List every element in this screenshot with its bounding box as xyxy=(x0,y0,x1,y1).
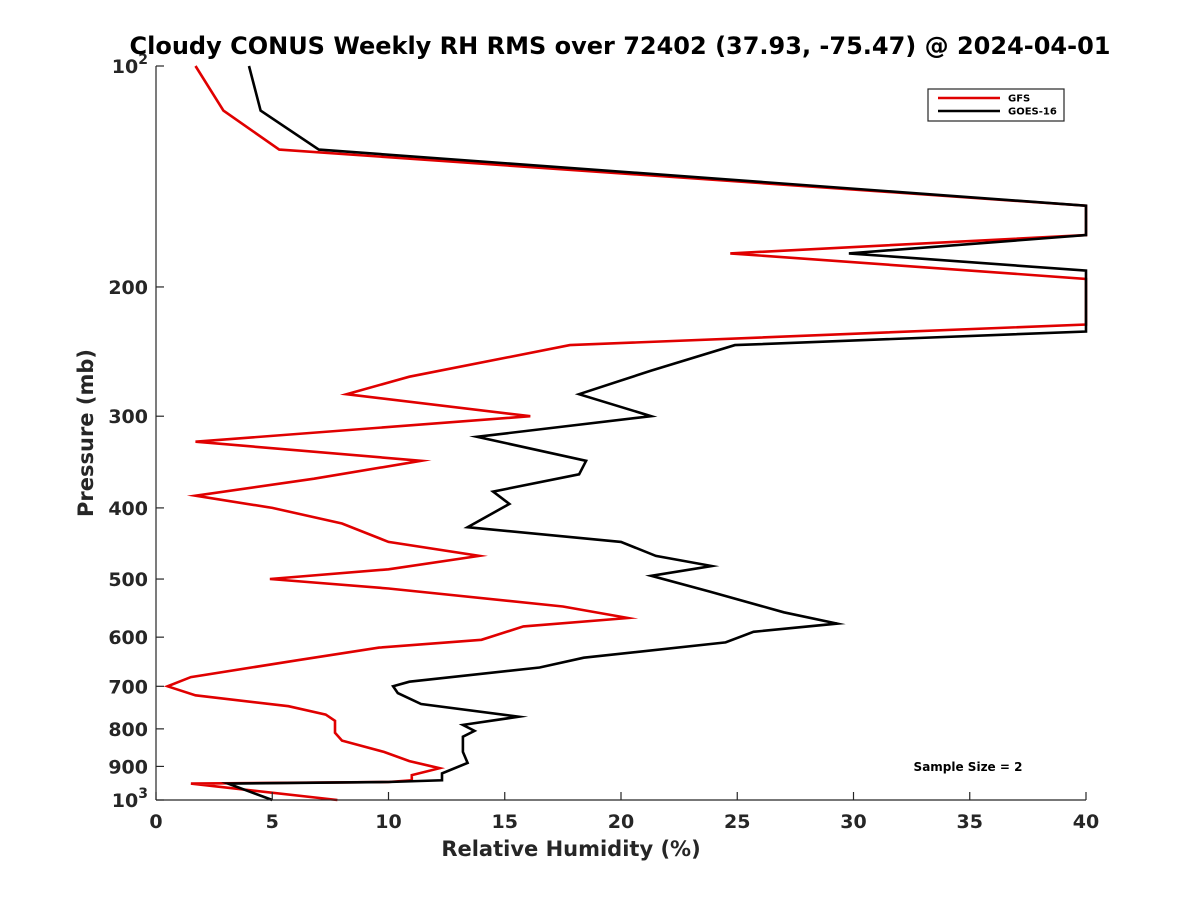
x-tick-label: 40 xyxy=(1073,811,1099,833)
series-line-goes-16 xyxy=(221,65,1088,802)
y-tick-label: 500 xyxy=(108,569,148,591)
series-line-gfs xyxy=(163,65,1088,802)
x-axis-label: Relative Humidity (%) xyxy=(441,837,700,861)
x-tick-label: 15 xyxy=(492,811,518,833)
x-tick-label: 35 xyxy=(957,811,983,833)
x-tick-label: 30 xyxy=(840,811,866,833)
y-tick-label: 200 xyxy=(108,277,148,299)
y-tick-label: 103 xyxy=(112,786,148,812)
y-tick-label: 700 xyxy=(108,676,148,698)
series-layer xyxy=(163,65,1088,802)
x-tick-label: 20 xyxy=(608,811,634,833)
y-axis-label: Pressure (mb) xyxy=(74,349,98,517)
chart-title: Cloudy CONUS Weekly RH RMS over 72402 (3… xyxy=(130,32,1111,60)
legend-label: GOES-16 xyxy=(1008,107,1057,118)
x-tick-label: 25 xyxy=(724,811,750,833)
legend: GFS GOES-16 xyxy=(927,88,1065,122)
y-tick-label: 900 xyxy=(108,756,148,778)
legend-label: GFS xyxy=(1008,94,1030,105)
sample-size-annotation: Sample Size = 2 xyxy=(914,760,1023,774)
x-axis-ticks: 0 5 10 15 20 25 30 35 40 xyxy=(149,792,1099,833)
y-tick-label: 102 xyxy=(112,52,148,78)
y-tick-label: 800 xyxy=(108,719,148,741)
x-tick-label: 5 xyxy=(266,811,279,833)
legend-box xyxy=(927,88,1065,122)
y-tick-label: 300 xyxy=(108,406,148,428)
y-axis-ticks: 102 200 300 400 500 600 700 800 900 103 xyxy=(108,52,164,812)
y-tick-label: 600 xyxy=(108,627,148,649)
x-tick-label: 0 xyxy=(149,811,162,833)
x-tick-label: 10 xyxy=(375,811,401,833)
y-tick-label: 400 xyxy=(108,498,148,520)
